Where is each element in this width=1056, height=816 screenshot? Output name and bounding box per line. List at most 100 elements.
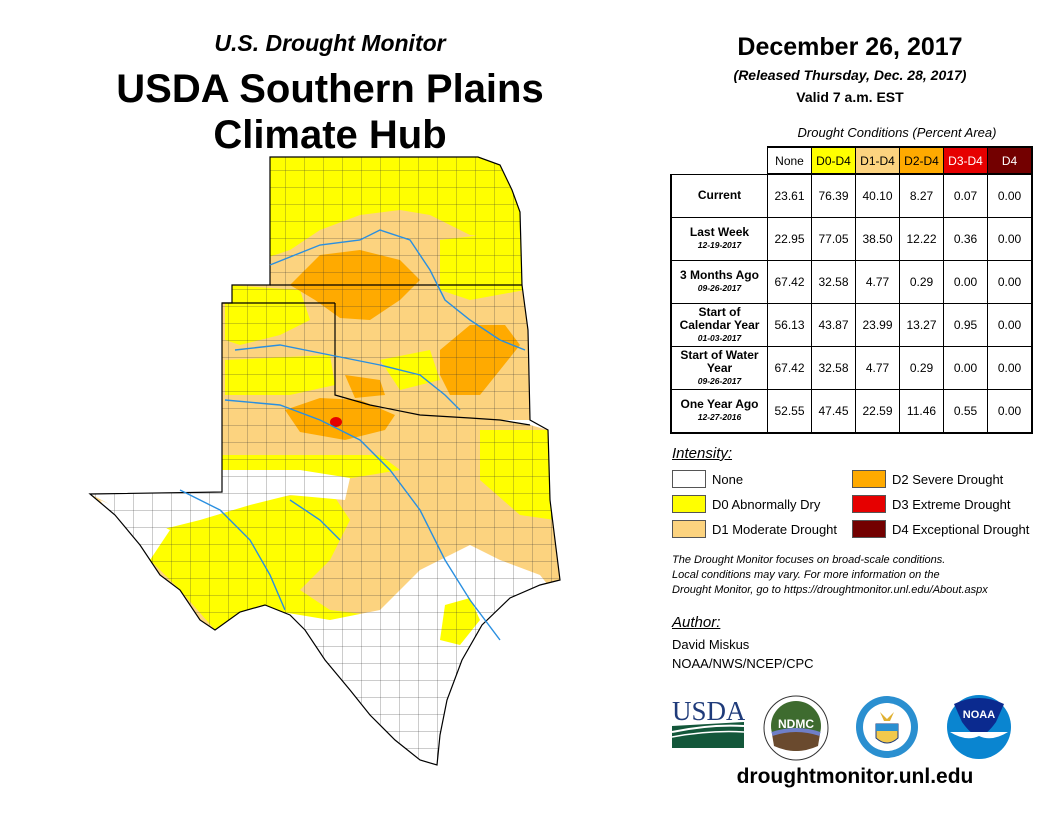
col-header: D3-D4 — [943, 146, 988, 175]
col-header: D0-D4 — [811, 146, 856, 175]
legend-item: D3 Extreme Drought — [852, 495, 1011, 513]
table-cell: 32.58 — [811, 260, 856, 304]
legend-label: None — [712, 471, 744, 487]
table-cell: 22.95 — [767, 217, 812, 261]
monitor-subtitle: U.S. Drought Monitor — [214, 30, 446, 56]
valid-time: Valid 7 a.m. EST — [796, 89, 904, 105]
table-cell: 22.59 — [855, 389, 900, 434]
legend-label: D3 Extreme Drought — [892, 496, 1011, 512]
note-line: The Drought Monitor focuses on broad-sca… — [672, 554, 946, 566]
table-cell: 56.13 — [767, 303, 812, 347]
table-cell: 0.00 — [943, 260, 988, 304]
table-cell: 0.95 — [943, 303, 988, 347]
table-cell: 0.29 — [899, 260, 944, 304]
drought-map — [88, 156, 561, 766]
row-date: 09-26-2017 — [697, 375, 742, 386]
row-date: 09-26-2017 — [697, 283, 742, 293]
legend-item: None — [672, 470, 743, 488]
ndmc-logo: NDMC — [763, 695, 829, 761]
table-cell: 23.61 — [767, 173, 812, 218]
row-date: 01-03-2017 — [697, 332, 742, 343]
note-line: Local conditions may vary. For more info… — [672, 569, 940, 581]
col-header: D2-D4 — [899, 146, 944, 175]
legend-label: D1 Moderate Drought — [712, 521, 838, 537]
legend-title: Intensity: — [672, 445, 733, 462]
table-row: Start of Calendar Year 01-03-2017 56.13 43.… — [670, 303, 1033, 347]
table-cell: 0.00 — [987, 260, 1033, 304]
county-lines — [90, 157, 560, 765]
legend-swatch — [852, 495, 886, 513]
row-label-text: Current — [697, 188, 742, 203]
commerce-seal-logo — [856, 696, 918, 758]
table-cell: 0.29 — [899, 346, 944, 390]
legend-swatch — [852, 520, 886, 538]
svg-text:NDMC: NDMC — [778, 717, 814, 731]
table-cell: 40.10 — [855, 173, 900, 218]
author-org: NOAA/NWS/NCEP/CPC — [672, 656, 814, 671]
table-cell: 11.46 — [899, 389, 944, 434]
row-label-text: Start of Calendar Year — [679, 304, 760, 332]
table-cell: 0.00 — [987, 389, 1033, 434]
table-row: Last Week 12-19-2017 22.95 77.05 38.50 12.22 0… — [670, 217, 1033, 261]
table-cell: 0.07 — [943, 173, 988, 218]
row-label: Current — [670, 173, 768, 218]
row-label: Start of Water Year 09-26-2017 — [670, 346, 768, 390]
row-label-text: 3 Months Ago — [680, 268, 759, 282]
usda-logo: USDA — [671, 696, 745, 748]
table-cell: 4.77 — [855, 346, 900, 390]
row-date: 12-19-2017 — [697, 240, 742, 250]
table-row: One Year Ago 12-27-2016 52.55 47.45 22.59 11.… — [670, 389, 1033, 434]
legend-swatch — [672, 470, 706, 488]
release-date: (Released Thursday, Dec. 28, 2017) — [733, 67, 967, 83]
table-row: 3 Months Ago 09-26-2017 67.42 32.58 4.77 0.29… — [670, 260, 1033, 304]
table-cell: 0.00 — [987, 346, 1033, 390]
title-line-2: Climate Hub — [213, 113, 447, 157]
table-cell: 76.39 — [811, 173, 856, 218]
table-cell: 0.00 — [943, 346, 988, 390]
table-row: Current 23.61 76.39 40.10 8.27 0.07 0.00 — [670, 173, 1033, 218]
legend-item: D2 Severe Drought — [852, 470, 1003, 488]
table-cell: 23.99 — [855, 303, 900, 347]
legend-item: D4 Exceptional Drought — [852, 520, 1029, 538]
title-line-1: USDA Southern Plains — [116, 67, 544, 111]
svg-text:NOAA: NOAA — [963, 709, 995, 721]
row-label-text: Last Week — [689, 225, 750, 239]
legend-label: D2 Severe Drought — [892, 471, 1004, 487]
table-cell: 4.77 — [855, 260, 900, 304]
table-cell: 47.45 — [811, 389, 856, 434]
table-cell: 0.36 — [943, 217, 988, 261]
legend-label: D4 Exceptional Drought — [892, 521, 1030, 537]
page-title: USDA Southern Plains Climate Hub — [80, 66, 580, 158]
table-cell: 8.27 — [899, 173, 944, 218]
note-line: Drought Monitor, go to https://droughtmo… — [672, 584, 988, 596]
table-cell: 32.58 — [811, 346, 856, 390]
row-label: One Year Ago 12-27-2016 — [670, 389, 768, 434]
website-url[interactable]: droughtmonitor.unl.edu — [736, 765, 974, 788]
row-label: 3 Months Ago 09-26-2017 — [670, 260, 768, 304]
map-date: December 26, 2017 — [737, 33, 963, 61]
col-header: None — [767, 146, 812, 175]
drought-conditions-table: None D0-D4 D1-D4 D2-D4 D3-D4 D4 Current 2… — [670, 146, 1033, 434]
table-header-row: None D0-D4 D1-D4 D2-D4 D3-D4 D4 — [671, 146, 1033, 175]
legend-swatch — [672, 520, 706, 538]
table-cell: 0.00 — [987, 173, 1033, 218]
table-caption: Drought Conditions (Percent Area) — [797, 125, 997, 140]
row-label: Start of Calendar Year 01-03-2017 — [670, 303, 768, 347]
header-blank — [671, 147, 768, 174]
row-label: Last Week 12-19-2017 — [670, 217, 768, 261]
table-cell: 52.55 — [767, 389, 812, 434]
author-name: David Miskus — [672, 637, 750, 652]
legend-item: D1 Moderate Drought — [672, 520, 837, 538]
legend-swatch — [852, 470, 886, 488]
state-borders — [88, 156, 561, 766]
noaa-logo: NOAA — [947, 695, 1011, 759]
table-cell: 0.00 — [987, 303, 1033, 347]
table-cell: 77.05 — [811, 217, 856, 261]
table-cell: 12.22 — [899, 217, 944, 261]
rivers — [179, 229, 526, 641]
row-date: 12-27-2016 — [697, 412, 742, 422]
table-cell: 0.00 — [987, 217, 1033, 261]
table-cell: 0.55 — [943, 389, 988, 434]
legend-swatch — [672, 495, 706, 513]
table-cell: 13.27 — [899, 303, 944, 347]
